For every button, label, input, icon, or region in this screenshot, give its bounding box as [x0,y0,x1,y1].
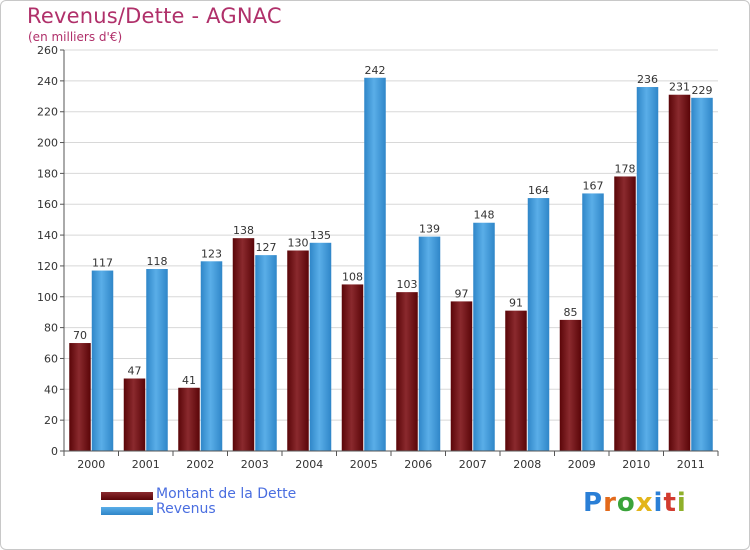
data-label-dette: 178 [615,162,636,175]
bar-revenus [200,261,223,451]
x-tick-label: 2011 [677,458,705,471]
data-label-dette: 108 [342,270,363,283]
bars [69,77,713,452]
bar-revenus [309,242,332,451]
bar-dette [450,301,473,451]
data-label-revenus: 118 [147,255,168,268]
bar-dette [123,378,146,451]
data-label-revenus: 229 [692,84,713,97]
bar-revenus [364,77,386,451]
y-tick-label: 100 [37,291,58,304]
data-label-dette: 103 [397,278,418,291]
x-tick-label: 2005 [350,458,378,471]
logo-letter: x [635,488,654,518]
y-tick-label: 0 [51,445,58,458]
y-tick-label: 200 [37,137,58,150]
logo-letter: P [583,488,604,518]
y-tick-label: 20 [44,414,58,427]
y-tick-label: 260 [37,44,58,57]
data-label-revenus: 127 [256,241,277,254]
data-label-revenus: 242 [365,64,386,77]
y-tick-label: 140 [37,229,58,242]
bar-dette [341,284,364,451]
y-tick-label: 40 [44,383,58,396]
data-label-revenus: 117 [92,257,113,270]
data-label-revenus: 123 [201,247,222,260]
data-label-revenus: 139 [419,223,440,236]
y-tick-label: 160 [37,198,58,211]
bar-dette [505,310,527,451]
y-tick-label: 180 [37,167,58,180]
bar-revenus [146,269,168,451]
legend-swatch-revenus [101,507,153,515]
x-tick-label: 2010 [622,458,650,471]
bar-revenus [527,198,550,451]
bar-revenus [691,97,713,452]
x-tick-label: 2000 [77,458,105,471]
data-label-revenus: 135 [310,229,331,242]
data-label-dette: 138 [233,224,254,237]
x-tick-label: 2006 [404,458,432,471]
data-label-dette: 91 [509,297,523,310]
x-tick-label: 2001 [132,458,160,471]
x-tick-label: 2009 [568,458,596,471]
legend-label-revenus: Revenus [156,501,216,517]
legend-swatch-dette [101,492,153,500]
data-label-dette: 97 [455,287,469,300]
y-tick-label: 120 [37,260,58,273]
data-label-dette: 47 [128,365,142,378]
data-label-dette: 85 [564,306,578,319]
y-tick-label: 240 [37,75,58,88]
x-tick-label: 2008 [513,458,541,471]
y-tick-label: 60 [44,352,58,365]
y-tick-label: 220 [37,106,58,119]
data-label-revenus: 148 [474,209,495,222]
bar-dette [559,319,582,451]
bar-revenus [255,255,277,451]
logo-letter: o [616,488,636,518]
bar-dette [178,387,200,451]
data-label-revenus: 167 [583,179,604,192]
bar-revenus [636,87,659,451]
x-tick-label: 2002 [186,458,214,471]
logo-letter: t [663,488,677,518]
proxiti-logo: Proxiti [583,488,687,518]
x-tick-label: 2007 [459,458,487,471]
data-label-dette: 41 [182,374,196,387]
x-axis: 2000 2001 2002 2003 2004 2005 2006 2007 2008 2009… [63,450,719,471]
bar-revenus [582,193,604,451]
data-label-revenus: 164 [528,184,549,197]
chart-title: Revenus/Dette - AGNAC [27,4,282,28]
data-label-dette: 231 [669,81,690,94]
x-tick-label: 2004 [295,458,323,471]
bar-revenus [418,236,441,451]
bar-dette [614,176,636,451]
bar-dette [287,250,309,451]
logo-letter: r [603,488,617,518]
x-tick-label: 2003 [241,458,269,471]
bar-dette [668,94,691,451]
y-tick-label: 80 [44,322,58,335]
data-label-revenus: 236 [637,73,658,86]
data-label-dette: 130 [288,237,309,250]
bar-dette [69,343,91,451]
bar-revenus [473,222,495,451]
y-axis: 0 20 40 60 80 100 120 140 160 180 200 220 240 260 [37,44,65,458]
bar-revenus [91,270,114,451]
logo-letter: i [653,488,664,518]
legend-label-dette: Montant de la Dette [156,486,297,502]
bar-dette [232,238,255,451]
chart-subtitle: (en milliers d'€) [28,30,123,44]
gridlines [64,49,718,452]
bar-dette [396,292,418,451]
logo-letter: i [676,488,687,518]
data-label-dette: 70 [73,329,87,342]
